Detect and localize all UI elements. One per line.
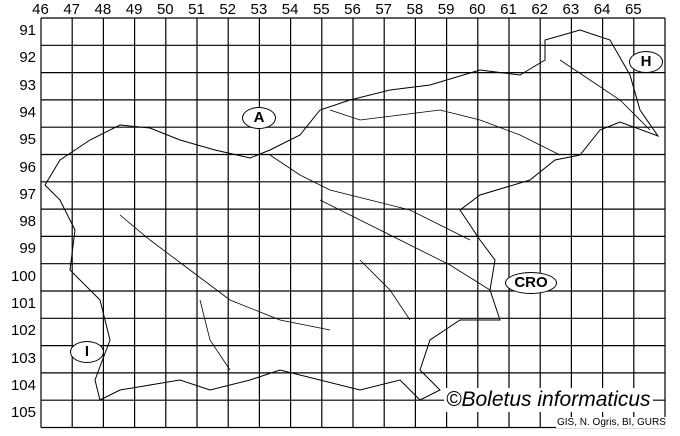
river [559, 59, 651, 131]
column-label: 46 [32, 1, 49, 18]
river [119, 214, 331, 331]
row-label: 103 [10, 349, 36, 367]
column-label: 61 [500, 1, 517, 18]
row-label: 95 [19, 131, 36, 149]
column-label: 52 [219, 1, 237, 18]
river [199, 299, 231, 371]
column-label: 53 [250, 1, 268, 18]
column-label: 47 [63, 1, 81, 18]
column-label: 48 [94, 1, 112, 18]
row-label: 104 [10, 376, 36, 394]
column-label: 60 [468, 1, 486, 18]
column-label: 65 [624, 1, 642, 18]
row-label: 102 [10, 322, 36, 340]
row-label: 96 [19, 158, 36, 176]
label-italy: I [70, 341, 104, 363]
column-label: 59 [437, 1, 455, 18]
river [329, 109, 561, 156]
column-label: 63 [562, 1, 580, 18]
label-austria: A [242, 107, 276, 129]
river [359, 259, 411, 321]
row-label: 97 [19, 185, 36, 203]
column-label: 57 [375, 1, 393, 18]
row-label: 100 [10, 267, 36, 285]
column-label: 49 [125, 1, 143, 18]
column-label: 50 [156, 1, 174, 18]
label-croatia: CRO [505, 272, 557, 294]
river [319, 199, 491, 291]
row-label: 98 [19, 213, 36, 231]
column-label: 54 [281, 1, 299, 18]
column-label: 56 [344, 1, 361, 18]
row-label: 105 [10, 404, 36, 422]
rivers [119, 59, 651, 371]
country-outline [44, 29, 660, 401]
river [269, 154, 471, 241]
grid-lines [40, 17, 666, 429]
column-label: 55 [312, 1, 330, 18]
label-hungary: H [629, 51, 663, 73]
column-label: 64 [593, 1, 611, 18]
source-text: GIS, N. Ogris, BI, GURS [556, 417, 667, 428]
row-label: 93 [19, 76, 36, 94]
column-label: 58 [406, 1, 424, 18]
column-label: 51 [188, 1, 205, 18]
row-label: 92 [19, 49, 36, 67]
row-label: 99 [19, 240, 36, 258]
row-label: 94 [19, 103, 36, 121]
row-label: 101 [10, 295, 36, 312]
column-label: 62 [531, 1, 549, 18]
credit-text: ©Boletus informaticus [444, 388, 653, 412]
row-label: 91 [19, 22, 36, 39]
